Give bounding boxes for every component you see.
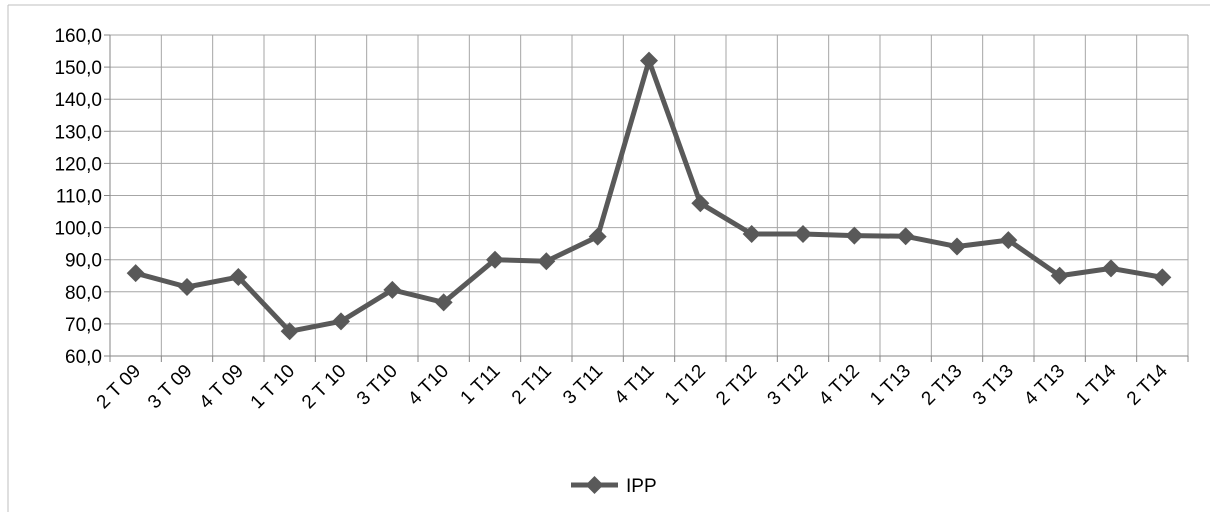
y-tick-label: 140,0 xyxy=(54,90,102,111)
y-tick-label: 100,0 xyxy=(54,219,102,240)
x-tick-label: 1 T 10 xyxy=(247,361,299,413)
data-point-marker xyxy=(1050,266,1069,285)
x-tick-label: 3 T12 xyxy=(764,361,813,410)
data-point-marker xyxy=(229,268,248,287)
x-tick-label: 1 T13 xyxy=(866,361,915,410)
data-point-marker xyxy=(845,226,864,245)
x-tick-label: 3 T13 xyxy=(969,361,1018,410)
x-tick-label: 2 T 09 xyxy=(93,361,145,413)
y-tick-label: 110,0 xyxy=(56,187,102,208)
chart-legend: IPP xyxy=(571,476,657,497)
data-point-marker xyxy=(280,322,299,341)
data-point-marker xyxy=(742,225,761,244)
x-tick-label: 4 T 09 xyxy=(195,361,247,413)
data-point-marker xyxy=(691,194,710,213)
y-tick-label: 130,0 xyxy=(54,122,102,143)
series-group xyxy=(126,51,1172,341)
data-point-marker xyxy=(486,250,504,269)
x-tick-label: 4 T10 xyxy=(404,361,453,410)
data-point-marker xyxy=(794,225,812,244)
y-axis-tick-labels: 60,0 70,0 80,0 90,0 100,0 110,0 120,0 130,0 140,… xyxy=(54,26,102,368)
plot-axes xyxy=(104,34,1189,362)
x-tick-label: 4 T13 xyxy=(1020,361,1069,410)
data-point-marker xyxy=(1102,259,1120,278)
y-tick-label: 70,0 xyxy=(65,315,102,336)
plot-grid xyxy=(110,34,1189,357)
data-point-marker xyxy=(434,293,453,312)
x-tick-label: 4 T11 xyxy=(611,361,659,409)
y-tick-label: 150,0 xyxy=(54,58,102,79)
data-point-marker xyxy=(999,231,1018,250)
x-tick-label: 2 T11 xyxy=(508,361,556,409)
x-axis-tick-labels: 2 T 093 T 094 T 091 T 102 T 10 3 T10 4 T10… xyxy=(93,360,1172,413)
y-tick-label: 60,0 xyxy=(65,347,102,368)
x-tick-label: 2 T13 xyxy=(918,361,967,410)
data-point-marker xyxy=(1153,268,1172,287)
y-tick-label: 90,0 xyxy=(65,251,102,272)
x-tick-label: 2 T14 xyxy=(1123,360,1172,409)
data-point-marker xyxy=(896,227,915,246)
x-tick-label: 2 T 10 xyxy=(298,361,350,413)
x-tick-label: 1 T14 xyxy=(1072,360,1121,409)
legend-label-ipp: IPP xyxy=(626,476,657,497)
x-tick-label: 3 T 09 xyxy=(144,361,196,413)
data-point-marker xyxy=(640,51,658,70)
x-tick-label: 1 T12 xyxy=(661,361,710,410)
y-tick-label: 120,0 xyxy=(54,154,102,175)
x-tick-label: 4 T12 xyxy=(815,361,864,410)
data-point-marker xyxy=(178,277,196,296)
y-tick-label: 160,0 xyxy=(54,26,102,47)
data-point-marker xyxy=(588,227,607,246)
data-point-marker xyxy=(537,252,556,271)
x-tick-label: 3 T11 xyxy=(559,361,607,409)
x-tick-label: 1 T11 xyxy=(457,361,505,409)
x-tick-label: 2 T12 xyxy=(712,361,761,410)
data-point-marker xyxy=(332,312,350,331)
data-point-marker xyxy=(383,280,402,299)
legend-diamond-marker xyxy=(585,476,604,494)
y-tick-label: 80,0 xyxy=(65,283,102,304)
data-point-marker xyxy=(948,237,966,256)
x-tick-label: 3 T10 xyxy=(353,361,402,410)
data-point-marker xyxy=(126,264,145,283)
